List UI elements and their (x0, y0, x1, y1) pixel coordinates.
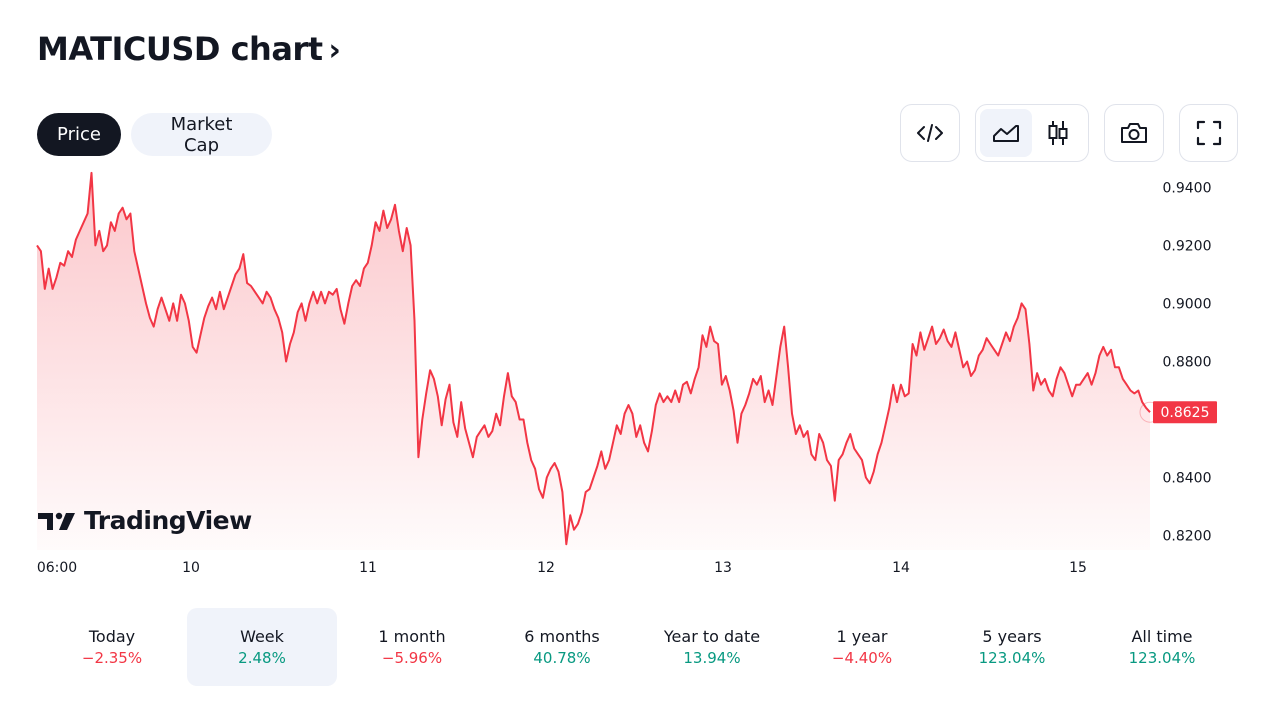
snapshot-button[interactable] (1104, 104, 1164, 162)
price-line (36, 171, 1151, 546)
fullscreen-button[interactable] (1179, 104, 1238, 162)
svg-text:0.8625: 0.8625 (1161, 405, 1210, 421)
y-tick-label: 0.8800 (1163, 355, 1212, 371)
x-tick-label: 13 (714, 560, 732, 576)
period-change: −4.40% (831, 649, 893, 667)
y-tick-label: 0.9000 (1163, 296, 1212, 312)
period-change: 123.04% (978, 649, 1046, 667)
period-label: 1 month (378, 627, 446, 646)
area-chart-button[interactable] (980, 109, 1032, 157)
candlestick-icon (1048, 121, 1068, 145)
chevron-right-icon: › (328, 32, 341, 68)
period-item[interactable]: 6 months 40.78% (487, 608, 637, 686)
price-area (37, 172, 1150, 550)
camera-icon (1121, 123, 1147, 143)
price-chart[interactable]: 0.9400 0.9200 0.9000 0.8800 0.8400 0.8200 06:… (0, 170, 1280, 590)
period-item[interactable]: 5 years 123.04% (937, 608, 1087, 686)
period-label: Today (88, 627, 136, 646)
tradingview-logo[interactable]: TradingView (38, 506, 252, 535)
period-item[interactable]: Week 2.48% (187, 608, 337, 686)
period-label: Year to date (663, 627, 761, 646)
chart-style-group (975, 104, 1089, 162)
period-label: Week (240, 627, 284, 646)
period-change: −5.96% (381, 649, 443, 667)
page-title-text: MATICUSD chart (37, 30, 323, 68)
period-label: 5 years (982, 627, 1042, 646)
tab-price[interactable]: Price (37, 113, 121, 156)
period-change: −2.35% (81, 649, 143, 667)
embed-button[interactable] (900, 104, 960, 162)
tab-market-cap[interactable]: Market Cap (131, 113, 272, 156)
period-label: 6 months (524, 627, 600, 646)
x-tick-label: 12 (537, 560, 555, 576)
candlestick-button[interactable] (1032, 109, 1084, 157)
x-axis: 06:00 10 11 12 13 14 15 (37, 560, 1087, 576)
period-item[interactable]: Today −2.35% (37, 608, 187, 686)
x-tick-label: 06:00 (37, 560, 77, 576)
period-item[interactable]: Year to date 13.94% (637, 608, 787, 686)
period-item[interactable]: 1 year −4.40% (787, 608, 937, 686)
x-tick-label: 11 (359, 560, 377, 576)
x-tick-label: 10 (182, 560, 200, 576)
period-label: 1 year (836, 627, 888, 646)
last-price-label: 0.8625 (1153, 401, 1217, 424)
x-tick-label: 14 (892, 560, 910, 576)
y-tick-label: 0.9200 (1163, 238, 1212, 254)
code-icon (917, 124, 943, 142)
period-item[interactable]: 1 month −5.96% (337, 608, 487, 686)
y-axis: 0.9400 0.9200 0.9000 0.8800 0.8400 0.8200 (1163, 180, 1212, 544)
period-selector: Today −2.35% Week 2.48% 1 month −5.96% 6 month… (37, 608, 1237, 686)
y-tick-label: 0.8200 (1163, 529, 1212, 545)
period-change: 123.04% (1128, 649, 1196, 667)
period-item[interactable]: All time 123.04% (1087, 608, 1237, 686)
tradingview-logo-icon (38, 512, 75, 530)
period-change: 40.78% (533, 649, 591, 667)
y-tick-label: 0.9400 (1163, 180, 1212, 196)
period-change: 13.94% (683, 649, 741, 667)
fullscreen-icon (1196, 120, 1221, 146)
area-chart-icon (993, 125, 1019, 142)
tradingview-logo-text: TradingView (84, 506, 252, 535)
page-title[interactable]: MATICUSD chart › (37, 30, 341, 68)
x-tick-label: 15 (1069, 560, 1087, 576)
period-change: 2.48% (238, 649, 286, 667)
y-tick-label: 0.8400 (1163, 471, 1212, 487)
period-label: All time (1131, 627, 1193, 646)
